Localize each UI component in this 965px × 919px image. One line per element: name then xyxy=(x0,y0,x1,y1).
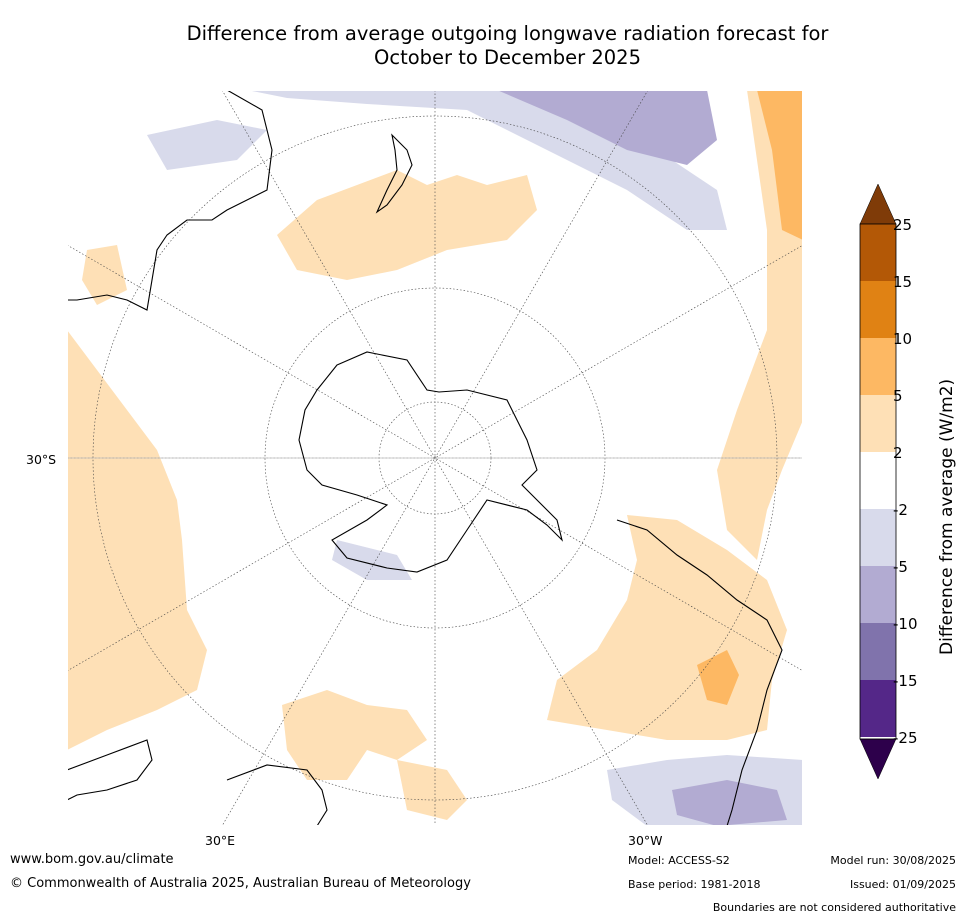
polar-map xyxy=(67,90,803,826)
colorbar-outline xyxy=(859,223,897,740)
title-line-1: Difference from average outgoing longwav… xyxy=(186,22,829,45)
footer-model: Model: ACCESS-S2 xyxy=(628,854,730,867)
coast-australia xyxy=(67,90,273,311)
colorbar-segment-25-15 xyxy=(860,224,896,281)
cbar-tick-2: 2 xyxy=(893,444,903,462)
anomaly-region-antarctic-neg xyxy=(332,540,412,580)
title-line-2: October to December 2025 xyxy=(374,46,641,69)
anomaly-region-sw-pos xyxy=(67,330,207,750)
cbar-tick-neg10: -10 xyxy=(893,615,918,633)
cbar-tick-neg2: -2 xyxy=(893,501,908,519)
chart-title: Difference from average outgoing longwav… xyxy=(120,22,895,70)
cbar-tick-5: 5 xyxy=(893,387,903,405)
footer-url[interactable]: www.bom.gov.au/climate xyxy=(10,852,174,867)
footer-issued: Issued: 01/09/2025 xyxy=(849,878,956,891)
colorbar-bottom-arrow xyxy=(859,738,897,780)
footer-copyright: © Commonwealth of Australia 2025, Austra… xyxy=(10,876,471,891)
colorbar-segment-10-5 xyxy=(860,338,896,395)
colorbar-segment-5-2 xyxy=(860,395,896,452)
cbar-tick-neg15: -15 xyxy=(893,672,918,690)
colorbar-segment-15-10 xyxy=(860,281,896,338)
anomaly-region-tasman-pos xyxy=(277,170,537,280)
lon-label-30e: 30°E xyxy=(205,833,236,848)
coast-nz xyxy=(375,133,413,214)
cbar-tick-neg5: -5 xyxy=(893,558,908,576)
anomaly-region-east-pos2 xyxy=(757,90,803,240)
cbar-tick-neg25: -25 xyxy=(893,729,918,747)
colorbar-svg xyxy=(859,183,897,780)
coast-antarctica xyxy=(298,351,564,573)
anomaly-region-nw-neg xyxy=(147,120,267,170)
anomaly-region-pacific-neg2 xyxy=(497,90,717,165)
cbar-tick-10: 10 xyxy=(893,330,913,348)
colorbar-segment-neg15-neg25 xyxy=(860,680,896,737)
colorbar-segment-neg5-neg10 xyxy=(860,566,896,623)
map-frame xyxy=(67,90,803,826)
map-svg xyxy=(67,90,803,826)
coastlines xyxy=(67,90,783,826)
cbar-tick-25: 25 xyxy=(893,216,913,234)
colorbar-top-arrow xyxy=(859,183,897,225)
cbar-tick-15: 15 xyxy=(893,273,913,291)
anomaly-region-south-pos xyxy=(282,690,427,780)
anomaly-region-sa-pos2 xyxy=(697,650,739,705)
anomaly-region-south-neg2 xyxy=(672,780,787,826)
lat-label-30s: 30°S xyxy=(26,452,57,467)
footer-base-period: Base period: 1981-2018 xyxy=(628,878,761,891)
colorbar-segment-neg10-neg15 xyxy=(860,623,896,680)
lon-label-30w: 30°W xyxy=(628,833,663,848)
colorbar-segment-2-neg2 xyxy=(860,452,896,509)
footer-disclaimer: Boundaries are not considered authoritat… xyxy=(712,901,956,914)
coast-africa xyxy=(67,739,153,801)
anomaly-region-south-pos2 xyxy=(397,760,467,820)
coast-sa-west xyxy=(616,519,783,826)
colorbar xyxy=(850,180,965,790)
colorbar-segment-neg2-neg5 xyxy=(860,509,896,566)
coast-madagascar xyxy=(226,764,328,826)
anomaly-region-west-pos xyxy=(82,245,127,305)
colorbar-label: Difference from average (W/m2) xyxy=(937,378,957,655)
footer-model-run: Model run: 30/08/2025 xyxy=(830,854,956,867)
